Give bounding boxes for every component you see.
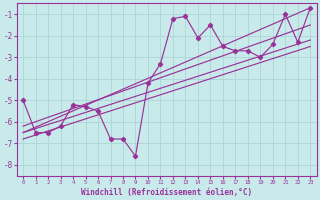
X-axis label: Windchill (Refroidissement éolien,°C): Windchill (Refroidissement éolien,°C) — [81, 188, 252, 197]
